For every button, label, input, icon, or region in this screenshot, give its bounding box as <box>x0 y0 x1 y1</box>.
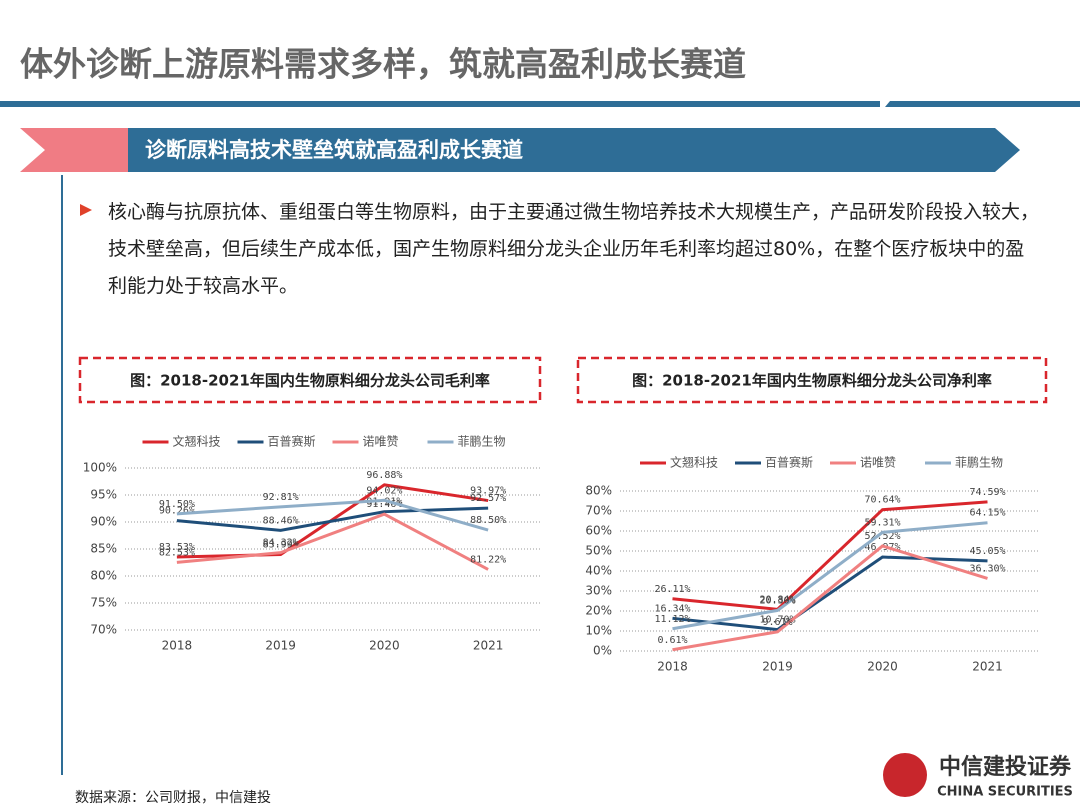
x-tick-label: 2019 <box>762 660 793 674</box>
data-label: 10.70% <box>759 615 795 626</box>
data-label: 36.30% <box>969 563 1005 574</box>
y-tick-label: 70% <box>585 504 612 518</box>
chart-title-box <box>576 356 1048 404</box>
x-tick-label: 2019 <box>265 639 296 653</box>
chart-title: 图：2018-2021年国内生物原料细分龙头公司净利率 <box>632 372 992 390</box>
rule <box>0 101 880 107</box>
series-line <box>672 500 988 611</box>
x-tick-label: 2020 <box>867 660 898 674</box>
banner-text: 诊断原料高技术壁垒筑就高盈利成长赛道 <box>145 138 523 162</box>
data-label: 94.02% <box>366 485 402 496</box>
banner-arrow <box>20 128 128 172</box>
y-tick-label: 30% <box>585 584 612 598</box>
legend-label: 诺唯赞 <box>860 456 896 470</box>
data-label: 83.99% <box>263 539 299 550</box>
y-tick-label: 0% <box>593 644 612 658</box>
bullet-text: 核心酶与抗原抗体、重组蛋白等生物原料，由于主要通过微生物培养技术大规模生产，产品… <box>108 201 1040 297</box>
data-label: 52.52% <box>864 531 900 542</box>
data-label: 9.61% <box>762 617 792 628</box>
data-label: 74.59% <box>969 487 1005 498</box>
logo: 中信建投证券 <box>939 754 1072 780</box>
data-label: 59.31% <box>864 517 900 528</box>
y-tick-label: 80% <box>90 569 117 583</box>
x-tick-label: 2020 <box>369 639 400 653</box>
y-tick-label: 95% <box>90 488 117 502</box>
data-label: 91.91% <box>366 497 402 508</box>
legend-label: 文翘科技 <box>670 455 718 470</box>
y-tick-label: 50% <box>585 544 612 558</box>
legend-label: 菲鹏生物 <box>955 456 1003 470</box>
chart-title-box <box>78 356 542 404</box>
legend-label: 文翘科技 <box>173 434 221 449</box>
series-line <box>176 498 489 532</box>
legend-label: 百普赛斯 <box>268 434 316 449</box>
data-label: 20.30% <box>759 595 795 606</box>
data-label: 91.46% <box>366 499 402 510</box>
data-label: 82.53% <box>159 547 195 558</box>
chart-title: 图：2018-2021年国内生物原料细分龙头公司毛利率 <box>130 372 490 390</box>
data-label: 20.84% <box>759 594 795 605</box>
x-tick-label: 2021 <box>473 639 504 653</box>
data-label: 93.97% <box>470 486 506 497</box>
data-label: 64.15% <box>969 508 1005 519</box>
y-tick-label: 10% <box>585 624 612 638</box>
logo-mark <box>883 753 927 797</box>
rule <box>885 101 1080 107</box>
data-label: 90.26% <box>159 506 195 517</box>
x-tick-label: 2018 <box>162 639 193 653</box>
y-tick-label: 75% <box>90 596 117 610</box>
series-line <box>672 521 988 631</box>
legend-label: 菲鹏生物 <box>458 435 506 449</box>
bullet-arrow <box>80 204 92 216</box>
y-tick-label: 60% <box>585 524 612 538</box>
y-tick-label: 70% <box>90 623 117 637</box>
y-tick-label: 40% <box>585 564 612 578</box>
x-tick-label: 2018 <box>657 660 688 674</box>
x-tick-label: 2021 <box>972 660 1003 674</box>
banner <box>128 128 1020 172</box>
data-label: 26.11% <box>654 584 690 595</box>
data-label: 92.57% <box>470 493 506 504</box>
data-label: 96.88% <box>366 470 402 481</box>
data-label: 83.53% <box>159 542 195 553</box>
data-label: 92.81% <box>263 492 299 503</box>
legend-label: 百普赛斯 <box>765 455 813 470</box>
series-line <box>672 544 988 652</box>
slide-title: 体外诊断上游原料需求多样，筑就高盈利成长赛道 <box>20 45 746 84</box>
data-label: 81.22% <box>470 554 506 565</box>
y-tick-label: 90% <box>90 515 117 529</box>
data-label: 0.61% <box>657 635 687 646</box>
data-label: 45.05% <box>969 546 1005 557</box>
y-tick-label: 80% <box>585 484 612 498</box>
series-line <box>672 555 988 632</box>
legend-label: 诺唯赞 <box>363 435 399 449</box>
source: 数据来源：公司财报，中信建投 <box>75 790 271 806</box>
y-tick-label: 85% <box>90 542 117 556</box>
data-label: 70.64% <box>864 495 900 506</box>
data-label: 11.12% <box>654 614 690 625</box>
y-tick-label: 100% <box>83 461 117 475</box>
series-line <box>176 506 489 532</box>
data-label: 91.50% <box>159 499 195 510</box>
logo-en: CHINA SECURITIES <box>937 785 1073 800</box>
data-label: 88.46% <box>263 515 299 526</box>
y-tick-label: 20% <box>585 604 612 618</box>
series-line <box>176 512 489 571</box>
data-label: 16.34% <box>654 603 690 614</box>
data-label: 88.50% <box>470 515 506 526</box>
data-label: 84.32% <box>263 538 299 549</box>
